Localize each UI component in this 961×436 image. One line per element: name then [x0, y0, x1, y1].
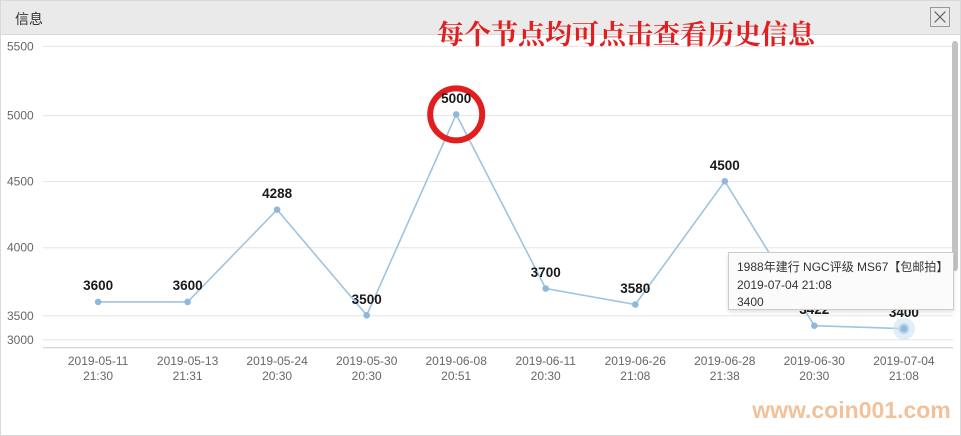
svg-text:2019-05-13: 2019-05-13 — [157, 354, 219, 368]
svg-text:2019-05-24: 2019-05-24 — [246, 354, 308, 368]
svg-text:4500: 4500 — [7, 175, 34, 189]
svg-text:3700: 3700 — [531, 265, 561, 280]
svg-text:20:51: 20:51 — [441, 369, 471, 383]
svg-text:2019-05-30: 2019-05-30 — [336, 354, 398, 368]
svg-text:3500: 3500 — [352, 292, 382, 307]
svg-text:3580: 3580 — [620, 281, 650, 296]
svg-text:21:08: 21:08 — [889, 369, 919, 383]
svg-text:2019-06-30: 2019-06-30 — [784, 354, 846, 368]
svg-text:2019-06-26: 2019-06-26 — [605, 354, 667, 368]
svg-text:20:30: 20:30 — [262, 369, 292, 383]
svg-text:20:30: 20:30 — [352, 369, 382, 383]
svg-text:21:38: 21:38 — [710, 369, 740, 383]
svg-text:4500: 4500 — [710, 158, 740, 173]
svg-text:3600: 3600 — [83, 278, 113, 293]
svg-text:21:30: 21:30 — [83, 369, 113, 383]
svg-text:2019-05-11: 2019-05-11 — [68, 354, 129, 368]
svg-text:5500: 5500 — [7, 39, 34, 53]
svg-text:3500: 3500 — [7, 309, 34, 323]
svg-text:20:30: 20:30 — [799, 369, 829, 383]
svg-text:2019-07-04: 2019-07-04 — [873, 354, 935, 368]
svg-text:3000: 3000 — [7, 333, 34, 347]
svg-text:3600: 3600 — [173, 278, 203, 293]
svg-text:2019-06-11: 2019-06-11 — [515, 354, 576, 368]
svg-text:2019-06-08: 2019-06-08 — [426, 354, 488, 368]
svg-text:21:31: 21:31 — [173, 369, 203, 383]
svg-text:5000: 5000 — [441, 91, 471, 106]
svg-text:4000: 4000 — [7, 241, 34, 255]
svg-text:4288: 4288 — [262, 186, 293, 201]
svg-text:21:08: 21:08 — [620, 369, 650, 383]
svg-text:20:30: 20:30 — [531, 369, 561, 383]
svg-text:5000: 5000 — [7, 109, 34, 123]
svg-text:2019-06-28: 2019-06-28 — [694, 354, 756, 368]
